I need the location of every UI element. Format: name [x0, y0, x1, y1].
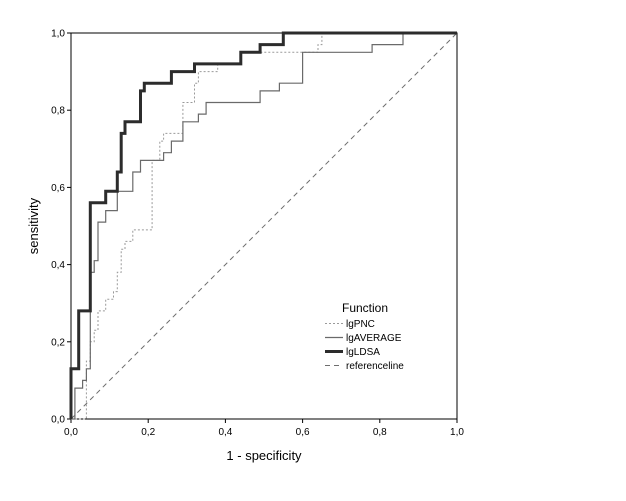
y-tick-label: 0,4	[51, 260, 65, 271]
legend-label-referenceline: referenceline	[346, 361, 404, 372]
series-line-lgldsa	[69, 31, 457, 419]
series-line-lgaverage	[71, 32, 457, 420]
legend: Function lgPNC lgAVERAGE lgLDSA referenceli…	[325, 301, 404, 372]
series-line-referenceline	[70, 32, 458, 420]
x-tick-label: 0,2	[141, 427, 155, 438]
series-layer	[69, 31, 458, 420]
legend-label-lgaverage: lgAVERAGE	[346, 333, 402, 344]
axis-ticks: 0,0 0,2 0,4 0,6 0,8 1,0 0,0 0,2 0,4 0,6 0,8 1,0	[51, 29, 464, 439]
y-axis-title: sensitivity	[26, 197, 41, 254]
x-tick-label: 0,4	[218, 427, 232, 438]
legend-label-lgpnc: lgPNC	[346, 319, 375, 330]
legend-items: lgPNC lgAVERAGE lgLDSA referenceline	[325, 319, 404, 372]
x-tick-label: 0,6	[296, 427, 310, 438]
y-tick-label: 0,6	[51, 183, 65, 194]
y-tick-label: 0,2	[51, 337, 65, 348]
legend-title: Function	[342, 301, 388, 315]
x-axis-title: 1 - specificity	[226, 448, 302, 463]
legend-label-lgldsa: lgLDSA	[346, 347, 380, 358]
x-tick-label: 1,0	[450, 427, 464, 438]
y-tick-label: 0,0	[51, 415, 65, 426]
y-tick-label: 1,0	[51, 29, 65, 40]
x-tick-label: 0,0	[64, 427, 78, 438]
x-tick-label: 0,8	[373, 427, 387, 438]
y-tick-label: 0,8	[51, 106, 65, 117]
